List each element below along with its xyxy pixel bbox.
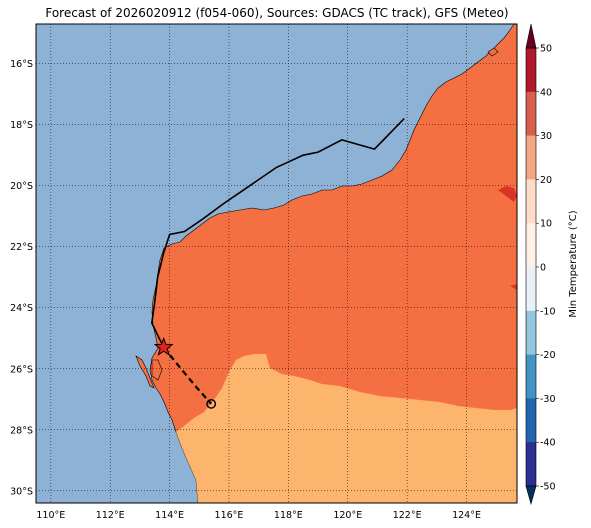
colorbar-top-extension xyxy=(525,23,537,49)
latitude-label: 24°S xyxy=(10,303,33,314)
colorbar-tick-label: 50 xyxy=(540,44,552,55)
land-temperature-10-20-band xyxy=(176,354,517,503)
latitude-label: 28°S xyxy=(10,425,33,436)
colorbar: 50 40 30 20 10 0 -10 -20 -30 -40 -50 Min Temperatu… xyxy=(525,23,579,506)
latitude-label: 30°S xyxy=(10,486,33,497)
colorbar-tick-label: -30 xyxy=(540,394,556,405)
latitude-label: 20°S xyxy=(10,181,33,192)
colorbar-bottom-extension xyxy=(525,485,537,506)
colorbar-segment xyxy=(526,48,536,93)
cyclone-current-position-marker xyxy=(153,336,174,356)
longitude-label: 124°E xyxy=(452,510,481,521)
latitude-label: 26°S xyxy=(10,364,33,375)
latitude-labels: 16°S 18°S 20°S 22°S 24°S 26°S 28°S 30°S xyxy=(10,59,33,497)
map-graticule xyxy=(36,24,517,503)
longitude-label: 118°E xyxy=(274,510,303,521)
longitude-label: 112°E xyxy=(96,510,125,521)
colorbar-segment xyxy=(526,398,536,443)
colorbar-tick-label: -10 xyxy=(540,306,556,317)
colorbar-segment xyxy=(526,442,536,487)
colorbar-segment xyxy=(526,354,536,399)
colorbar-tick-label: 10 xyxy=(540,219,552,230)
colorbar-segment xyxy=(526,135,536,180)
plot-title: Forecast of 2026020912 (f054-060), Sourc… xyxy=(45,6,508,20)
colorbar-tick-label: 0 xyxy=(540,263,546,274)
longitude-labels: 110°E 112°E 114°E 116°E 118°E 120°E 122°E 124°E xyxy=(36,510,481,521)
colorbar-tick-label: 30 xyxy=(540,131,552,142)
colorbar-tick-label: -40 xyxy=(540,438,556,449)
cyclone-forecast-position-marker xyxy=(206,398,217,409)
longitude-label: 116°E xyxy=(215,510,244,521)
colorbar-title: Min Temperature (°C) xyxy=(568,210,579,317)
latitude-label: 16°S xyxy=(10,59,33,70)
colorbar-segment xyxy=(526,179,536,224)
island-north-coast xyxy=(487,47,499,57)
longitude-label: 120°E xyxy=(333,510,362,521)
latitude-label: 22°S xyxy=(10,242,33,253)
cyclone-track-observed xyxy=(150,118,405,348)
colorbar-segment xyxy=(526,267,536,312)
land-hotspot-east-small xyxy=(510,284,517,290)
peninsula-central xyxy=(151,359,163,381)
peninsula-west xyxy=(135,355,155,389)
colorbar-segment xyxy=(526,310,536,355)
latitude-label: 18°S xyxy=(10,120,33,131)
land-hotspot-east xyxy=(498,186,517,202)
colorbar-segment xyxy=(526,91,536,136)
colorbar-tick-label: 40 xyxy=(540,87,552,98)
longitude-label: 122°E xyxy=(393,510,422,521)
colorbar-tick-label: -20 xyxy=(540,350,556,361)
colorbar-tick-label: -50 xyxy=(540,482,556,493)
map-frame xyxy=(35,23,518,504)
colorbar-tick-label: 20 xyxy=(540,175,552,186)
longitude-label: 114°E xyxy=(155,510,184,521)
cyclone-track-forecast xyxy=(162,346,213,405)
colorbar-segment xyxy=(526,223,536,268)
longitude-label: 110°E xyxy=(36,510,65,521)
